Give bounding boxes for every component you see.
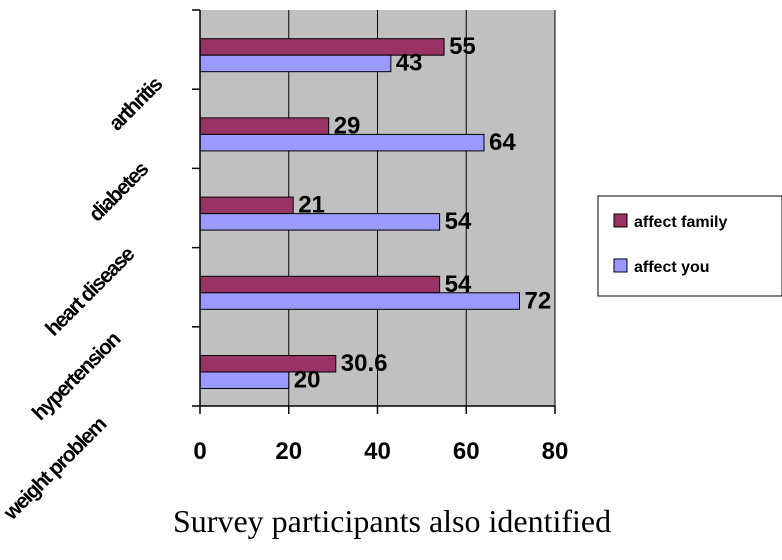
x-tick-labels: 0 20 40 60 80 bbox=[193, 438, 568, 465]
bar-affect-family-diabetes bbox=[200, 118, 329, 134]
data-label-affect-family-weight-problem: 30.6 bbox=[341, 350, 388, 377]
category-labels: arthritis diabetes heart diseasehypertensi… bbox=[0, 73, 167, 525]
legend: affect family affect you bbox=[598, 196, 782, 296]
x-tick-label-20: 20 bbox=[275, 438, 302, 465]
data-label-affect-you-arthritis: 43 bbox=[396, 50, 423, 77]
category-label-hypertension: hypertension bbox=[28, 328, 125, 425]
legend-label-affect-you: affect you bbox=[634, 259, 710, 276]
data-label-affect-you-weight-problem: 20 bbox=[294, 367, 321, 394]
x-tick-label-80: 80 bbox=[542, 438, 569, 465]
data-label-affect-family-arthritis: 55 bbox=[449, 33, 476, 60]
data-label-affect-you-hypertension: 72 bbox=[525, 287, 552, 314]
x-tick-label-0: 0 bbox=[193, 438, 206, 465]
legend-swatch-affect-you bbox=[614, 259, 627, 272]
category-label-diabetes: diabetes bbox=[85, 158, 154, 227]
category-label-heart-disease: heart disease bbox=[41, 243, 139, 341]
x-tick-label-40: 40 bbox=[364, 438, 391, 465]
category-label-arthritis: arthritis bbox=[105, 73, 168, 136]
legend-box bbox=[598, 196, 782, 296]
data-label-affect-you-diabetes: 64 bbox=[489, 129, 516, 156]
bar-affect-you-hypertension bbox=[200, 293, 520, 310]
data-label-affect-family-diabetes: 29 bbox=[334, 112, 361, 139]
bar-affect-you-arthritis bbox=[200, 55, 391, 71]
data-label-affect-family-hypertension: 54 bbox=[445, 271, 472, 298]
bar-affect-you-weight-problem bbox=[200, 372, 289, 389]
legend-label-affect-family: affect family bbox=[634, 214, 727, 231]
category-label-weight-problem: weight problem bbox=[0, 413, 111, 525]
bar-affect-family-hypertension bbox=[200, 276, 440, 293]
chart-caption: Survey participants also identified bbox=[173, 503, 611, 539]
data-label-affect-family-heart-disease: 21 bbox=[298, 192, 325, 219]
bar-affect-family-heart-disease bbox=[200, 197, 293, 214]
legend-swatch-affect-family bbox=[614, 214, 627, 227]
data-label-affect-you-heart-disease: 54 bbox=[445, 208, 472, 235]
x-tick-label-60: 60 bbox=[453, 438, 480, 465]
